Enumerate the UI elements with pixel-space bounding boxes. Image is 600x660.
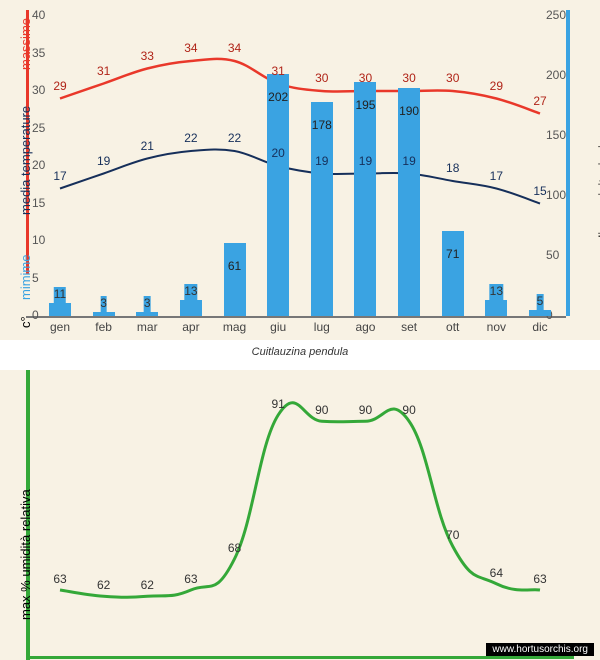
temp-min-value: 22: [184, 131, 197, 145]
precip-value: 195: [355, 98, 375, 316]
month-label: mag: [223, 320, 246, 334]
precip-value: 3: [144, 296, 151, 316]
humidity-line: [60, 403, 540, 598]
humidity-value: 90: [359, 403, 372, 417]
ytick-left: 30: [32, 83, 50, 97]
month-label: nov: [487, 320, 506, 334]
climate-chart: massime media temperature mimime c° medi…: [0, 0, 600, 340]
ytick-left: 5: [32, 271, 50, 285]
ytick-right: 200: [546, 68, 566, 82]
temp-max-value: 31: [271, 64, 284, 78]
humidity-value: 90: [402, 403, 415, 417]
temp-min-value: 19: [359, 154, 372, 168]
humidity-value: 63: [184, 572, 197, 586]
temp-max-value: 30: [315, 71, 328, 85]
ytick-right: 150: [546, 128, 566, 142]
humidity-value: 64: [490, 566, 503, 580]
ytick-left: 40: [32, 8, 50, 22]
temp-max-value: 31: [97, 64, 110, 78]
temp-max-value: 34: [184, 41, 197, 55]
temp-min-value: 17: [490, 169, 503, 183]
ytick-left: 35: [32, 46, 50, 60]
temp-min-value: 22: [228, 131, 241, 145]
temp-max-value: 30: [446, 71, 459, 85]
precip-value: 11: [54, 287, 66, 316]
humidity-value: 70: [446, 528, 459, 542]
month-label: feb: [95, 320, 112, 334]
ytick-left: 25: [32, 121, 50, 135]
month-label: apr: [182, 320, 199, 334]
temp-min-value: 15: [533, 184, 546, 198]
ytick-right: 100: [546, 188, 566, 202]
precip-value: 3: [100, 296, 107, 316]
precip-value: 61: [228, 259, 241, 316]
lines-svg: [0, 0, 600, 340]
temp-max-value: 33: [141, 49, 154, 63]
ytick-left: 0: [32, 308, 50, 322]
temp-min-value: 19: [97, 154, 110, 168]
chart-title: Cuitlauzina pendula: [0, 346, 600, 358]
month-label: set: [401, 320, 417, 334]
watermark: www.hortusorchis.org: [486, 643, 594, 656]
humidity-value: 90: [315, 403, 328, 417]
temp-max-value: 29: [490, 79, 503, 93]
precip-value: 190: [399, 104, 419, 316]
humidity-value: 62: [97, 578, 110, 592]
precip-value: 71: [446, 247, 459, 316]
temp-min-value: 20: [271, 146, 284, 160]
humidity-value: 63: [53, 572, 66, 586]
ytick-left: 15: [32, 196, 50, 210]
temp-min-value: 21: [141, 139, 154, 153]
temp-max-value: 34: [228, 41, 241, 55]
temp-min-line: [60, 149, 540, 203]
humidity-value: 68: [228, 541, 241, 555]
month-label: ott: [446, 320, 459, 334]
temp-min-value: 18: [446, 161, 459, 175]
month-label: dic: [532, 320, 547, 334]
ytick-right: 250: [546, 8, 566, 22]
temp-min-value: 17: [53, 169, 66, 183]
precip-value: 13: [490, 284, 503, 316]
temp-max-value: 29: [53, 79, 66, 93]
ytick-left: 20: [32, 158, 50, 172]
temp-max-value: 30: [402, 71, 415, 85]
precip-value: 178: [312, 118, 332, 316]
temp-min-value: 19: [402, 154, 415, 168]
humidity-svg: [0, 370, 600, 660]
temp-max-value: 27: [533, 94, 546, 108]
month-label: mar: [137, 320, 158, 334]
precip-value: 202: [268, 90, 288, 316]
month-label: gen: [50, 320, 70, 334]
month-label: giu: [270, 320, 286, 334]
month-label: lug: [314, 320, 330, 334]
ytick-right: 50: [546, 248, 559, 262]
month-label: ago: [355, 320, 375, 334]
humidity-value: 63: [533, 572, 546, 586]
precip-value: 13: [184, 284, 197, 316]
temp-max-value: 30: [359, 71, 372, 85]
temp-max-line: [60, 59, 540, 114]
humidity-chart: max % umidità relativa www.hortusorchis.…: [0, 370, 600, 660]
humidity-value: 62: [141, 578, 154, 592]
humidity-value: 91: [271, 397, 284, 411]
precip-value: 5: [537, 294, 544, 316]
ytick-left: 10: [32, 233, 50, 247]
temp-min-value: 19: [315, 154, 328, 168]
